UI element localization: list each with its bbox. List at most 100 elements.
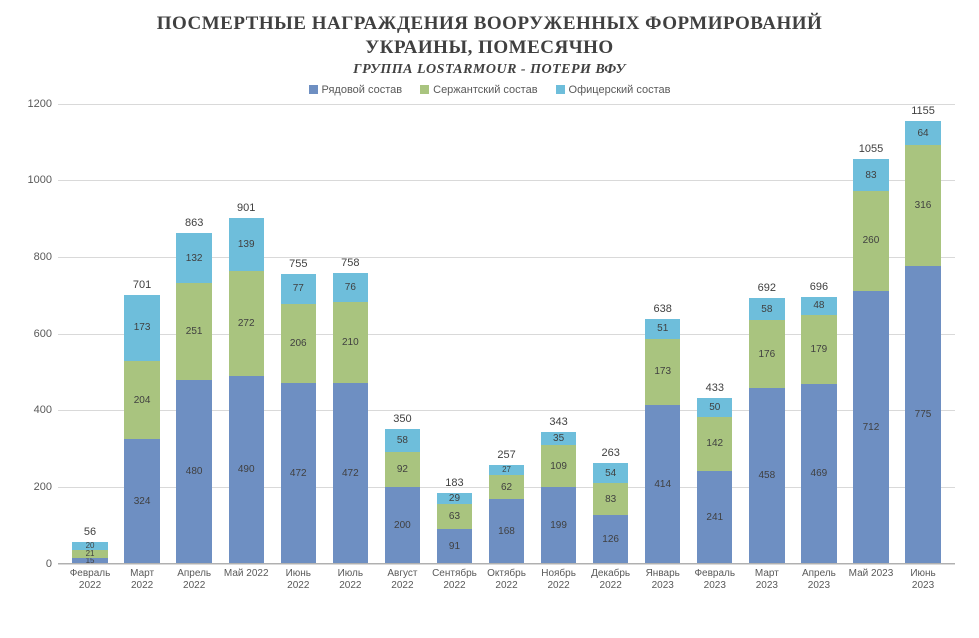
x-label: Ноябрь2022 [533,564,585,594]
segment-value: 712 [863,422,880,433]
bar-stack: 200 9258 [385,429,420,563]
bar-total: 1055 [859,143,883,155]
segment-value: 469 [811,468,828,479]
segment-value: 64 [917,128,928,139]
segment-value: 83 [865,170,876,181]
segment-value: 109 [550,461,567,472]
bar-segment-privates: 241 [697,471,732,563]
segment-value: 168 [498,526,515,537]
bar-stack: 775 316 64 [905,121,940,564]
segment-value: 62 [501,482,512,493]
bar-total: 56 [84,526,96,538]
segment-value: 472 [290,468,307,479]
legend-swatch-sergeants [420,85,429,94]
bar-group: 1686227257 [481,104,533,564]
bar-stack: 490272139 [229,218,264,563]
bar-segment-sergeants: 83 [593,483,628,515]
bar-group: 46917948696 [793,104,845,564]
y-tick: 800 [34,251,52,263]
bar-segment-privates: 472 [281,383,316,564]
x-label: Июнь2022 [272,564,324,594]
segment-value: 20 [86,542,95,550]
y-axis: 020040060080010001200 [18,104,58,564]
legend-swatch-officers [556,85,565,94]
chart-container: ПОСМЕРТНЫЕ НАГРАЖДЕНИЯ ВООРУЖЕННЫХ ФОРМИ… [0,0,979,638]
bar-stack: 41417351 [645,319,680,564]
segment-value: 132 [186,253,203,264]
bar-segment-officers: 51 [645,319,680,339]
legend-item-officers: Офицерский состав [556,84,671,96]
segment-value: 316 [915,200,932,211]
bar-total: 692 [758,282,776,294]
bar-segment-privates: 712 [853,291,888,564]
bar-total: 701 [133,279,151,291]
segment-value: 206 [290,338,307,349]
bar-segment-privates: 480 [176,380,211,564]
bar-total: 696 [810,281,828,293]
segment-value: 775 [915,409,932,420]
legend-label-sergeants: Сержантский состав [433,84,537,96]
bar-segment-sergeants: 204 [124,361,159,439]
bar-stack: 472 206 77 [281,274,316,563]
bar-segment-officers: 35 [541,432,576,445]
bar-segment-privates: 469 [801,384,836,564]
bar-stack: 45817658 [749,298,784,563]
bar-group: 712 260 83 1055 [845,104,897,564]
bar-segment-sergeants: 92 [385,452,420,487]
bars: 1521205632420417370148025113286349027213… [58,104,955,564]
bar-segment-officers: 173 [124,295,159,361]
segment-value: 77 [293,283,304,294]
x-label: Декабрь2022 [585,564,637,594]
bar-segment-privates: 199 [541,487,576,563]
segment-value: 76 [345,282,356,293]
bar-segment-privates: 472 [333,383,368,564]
bar-stack: 916329 [437,493,472,563]
bar-stack: 241142 50 [697,398,732,564]
bar-group: 15212056 [64,104,116,564]
bar-total: 758 [341,257,359,269]
segment-value: 63 [449,511,460,522]
bar-total: 183 [445,477,463,489]
bar-segment-officers: 58 [385,429,420,451]
segment-value: 199 [550,520,567,531]
bar-segment-sergeants: 176 [749,320,784,387]
bar-total: 343 [549,416,567,428]
segment-value: 204 [134,395,151,406]
bar-segment-sergeants: 210 [333,302,368,383]
legend-label-privates: Рядовой состав [322,84,403,96]
bar-group: 916329183 [428,104,480,564]
bar-stack: 480 251 132 [176,233,211,564]
bar-total: 433 [706,382,724,394]
x-label: Июль2022 [324,564,376,594]
segment-value: 480 [186,466,203,477]
bar-segment-sergeants: 142 [697,417,732,471]
bar-segment-officers: 76 [333,273,368,302]
bar-total: 263 [601,447,619,459]
x-label: Июнь2023 [897,564,949,594]
bar-total: 350 [393,413,411,425]
segment-value: 251 [186,326,203,337]
bar-total: 863 [185,217,203,229]
bar-group: 775316641155 [897,104,949,564]
bar-segment-officers: 29 [437,493,472,504]
bar-segment-officers: 48 [801,297,836,315]
segment-value: 48 [813,300,824,311]
x-label: Май 2023 [845,564,897,594]
x-label: Январь2023 [637,564,689,594]
bar-group: 472210 76 758 [324,104,376,564]
bar-segment-officers: 83 [853,159,888,191]
segment-value: 50 [709,402,720,413]
bar-total: 901 [237,202,255,214]
bar-group: 241142 50 433 [689,104,741,564]
x-label: Апрель2023 [793,564,845,594]
segment-value: 490 [238,464,255,475]
y-tick: 0 [46,558,52,570]
legend: Рядовой состав Сержантский состав Офицер… [18,84,961,96]
x-label: Февраль2022 [64,564,116,594]
segment-value: 200 [394,520,411,531]
bar-group: 324204173701 [116,104,168,564]
segment-value: 51 [657,323,668,334]
bar-stack: 1686227 [489,465,524,564]
bar-segment-sergeants: 260 [853,191,888,291]
chart-title-line1: ПОСМЕРТНЫЕ НАГРАЖДЕНИЯ ВООРУЖЕННЫХ ФОРМИ… [18,12,961,36]
